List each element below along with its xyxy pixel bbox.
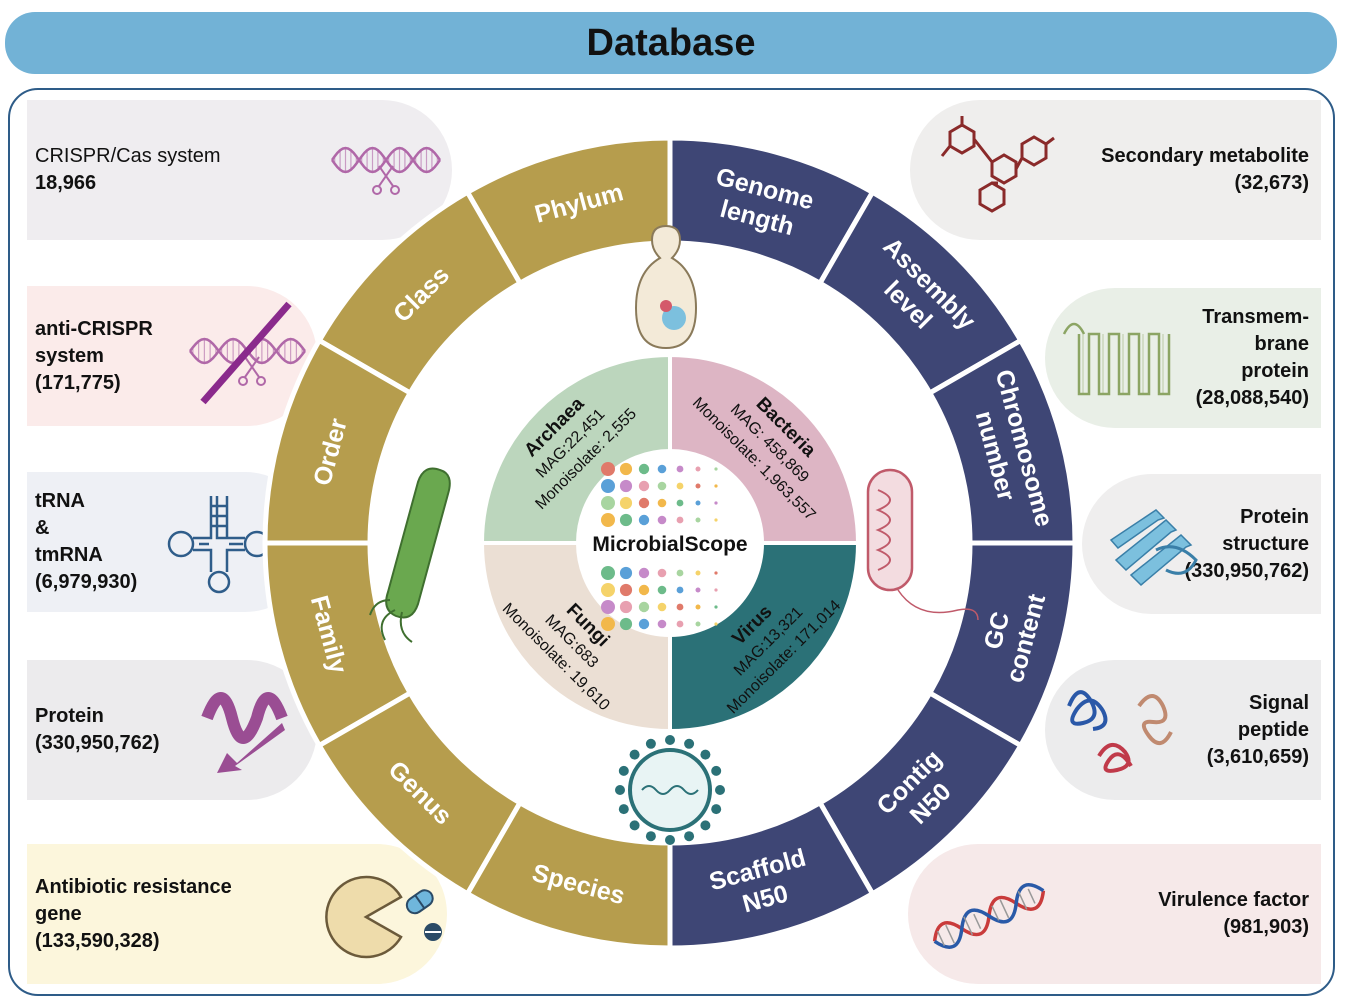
right-card-1: Secondary metabolite (32,673) [910,100,1321,240]
diagram-frame [8,88,1335,996]
left-card-2: anti-CRISPR system (171,775) [27,286,317,426]
protein-structure-icon [1096,490,1216,605]
right-card-line: (28,088,540) [1195,387,1309,409]
left-card-line: (171,775) [35,371,121,394]
ring-segment [464,799,673,951]
quadrant-virus [668,541,861,734]
center-label: MicrobialScope [592,533,747,556]
left-card-line: anti-CRISPR [35,317,153,340]
right-card-5: Virulence factor (981,903) [908,844,1321,984]
left-card-line: tmRNA [35,544,103,566]
left-card-line: Antibiotic resistance [35,875,232,898]
right-card-text: Virulence factor (981,903) [1158,887,1309,941]
right-card-text: Secondary metabolite (32,673) [1101,143,1309,197]
left-card-line: system [35,344,104,367]
ring-segment [315,188,524,397]
left-card-text: CRISPR/Cas system 18,966 [35,143,221,197]
protein-ribbon-icon [197,678,307,783]
left-card-line: 18,966 [35,172,97,194]
virus-icon [615,735,725,845]
right-card-line: Transmem- [1202,306,1309,328]
dna-helix-icon [924,866,1054,971]
right-card-line: Virulence factor [1158,889,1309,911]
ring-segment [262,337,414,546]
rod-bacterium-icon [866,468,979,621]
molecule-icon [930,112,1060,227]
right-card-line: structure [1222,532,1309,555]
dna-scissors-icon [327,130,447,215]
right-card-line: (330,950,762) [1184,559,1309,582]
left-card-text: Antibiotic resistance gene (133,590,328) [35,874,232,955]
transmembrane-icon [1059,304,1189,419]
right-card-line: (981,903) [1223,916,1309,938]
left-card-1: CRISPR/Cas system 18,966 [27,100,452,240]
left-card-line: CRISPR/Cas system [35,145,221,167]
left-card-5: Antibiotic resistance gene (133,590,328) [27,844,447,984]
right-card-line: (3,610,659) [1206,745,1309,768]
left-card-line: Protein [35,705,104,727]
right-card-line: Secondary metabolite [1101,145,1309,167]
pacman-pill-icon [321,872,451,967]
signal-peptide-icon [1059,676,1189,791]
right-card-line: (32,673) [1234,172,1310,194]
fungi-cell-icon [634,224,698,350]
right-card-2: Transmem-brane protein (28,088,540) [1045,288,1321,428]
left-card-4: Protein (330,950,762) [27,660,317,800]
quadrant-archaea [479,352,672,545]
right-card-text: Protein structure (330,950,762) [1184,504,1309,585]
left-card-line: tRNA [35,490,85,512]
ring-segment [315,689,524,898]
right-card-text: Transmem-brane protein (28,088,540) [1196,304,1309,412]
left-card-text: anti-CRISPR system (171,775) [35,316,153,397]
center-dots [601,462,718,631]
right-card-line: protein [1241,360,1309,382]
left-card-line: (133,590,328) [35,929,160,952]
right-card-4: Signal peptide (3,610,659) [1045,660,1321,800]
quadrant-bacteria [668,352,861,545]
left-card-text: tRNA & tmRNA (6,979,930) [35,488,137,596]
right-card-line: Signal [1248,691,1309,714]
right-card-text: Signal peptide (3,610,659) [1207,690,1309,771]
left-card-text: Protein (330,950,762) [35,703,160,757]
ring-segment [262,540,414,749]
right-card-line: peptide [1237,718,1309,741]
left-card-line: gene [35,902,82,925]
right-card-3: Protein structure (330,950,762) [1082,474,1321,614]
dna-crossed-icon [185,296,315,411]
ring-segment [464,135,673,287]
left-card-line: (6,979,930) [35,571,138,593]
bacillus-icon [369,467,451,643]
left-card-line: (330,950,762) [35,732,160,754]
right-card-line: brane [1254,333,1309,355]
right-card-line: Protein [1240,505,1309,528]
left-card-line: & [35,517,50,539]
page-title: Database [5,12,1337,74]
